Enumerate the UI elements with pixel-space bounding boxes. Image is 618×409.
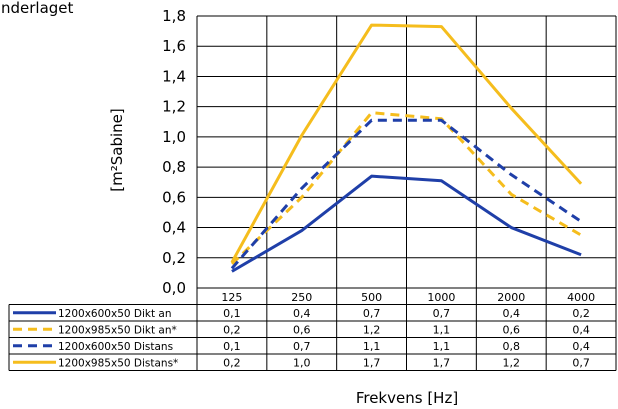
x-category-label: 500 xyxy=(361,291,382,304)
table-cell: 0,4 xyxy=(572,323,590,336)
x-category-label: 2000 xyxy=(497,291,525,304)
table-cell: 0,7 xyxy=(433,307,451,320)
table-cell: 0,4 xyxy=(293,307,311,320)
y-tick-label: 1,2 xyxy=(162,98,186,116)
table-cell: 0,7 xyxy=(572,356,590,369)
legend-label: 1200x985x50 Dikt an* xyxy=(58,324,177,336)
table-cell: 1,2 xyxy=(503,356,521,369)
y-tick-label: 1,4 xyxy=(162,67,186,85)
series-line-4 xyxy=(230,23,583,264)
y-tick-label: 0,2 xyxy=(162,249,186,267)
y-tick-label: 0,0 xyxy=(162,279,186,297)
table-cell: 0,2 xyxy=(572,307,590,320)
table-cell: 0,7 xyxy=(293,340,311,353)
y-axis-label: [m²Sabine] xyxy=(108,108,126,191)
y-tick-label: 1,8 xyxy=(162,7,186,25)
x-category-label: 4000 xyxy=(567,291,595,304)
table-cell: 1,1 xyxy=(433,340,451,353)
table-cell: 0,8 xyxy=(503,340,521,353)
legend-label: 1200x600x50 Dikt an xyxy=(58,308,172,320)
series-line-2 xyxy=(230,111,582,265)
table-cell: 0,6 xyxy=(293,323,311,336)
series-line-3 xyxy=(230,118,582,270)
x-category-label: 250 xyxy=(291,291,312,304)
series-lines xyxy=(230,23,583,273)
table-cell: 0,4 xyxy=(572,340,590,353)
plot-grid xyxy=(196,15,617,289)
table-cell: 0,1 xyxy=(223,340,241,353)
table-cell: 0,6 xyxy=(503,323,521,336)
legend-label: 1200x985x50 Distans* xyxy=(58,357,178,369)
table-cell: 0,2 xyxy=(223,323,241,336)
y-tick-label: 1,0 xyxy=(162,128,186,146)
x-axis-label: Frekvens [Hz] xyxy=(356,389,458,407)
legend-label: 1200x600x50 Distans xyxy=(58,341,173,353)
table-cell: 1,0 xyxy=(293,356,311,369)
table-cell: 1,2 xyxy=(363,323,381,336)
y-tick-label: 0,6 xyxy=(162,188,186,206)
y-tick-label: 0,8 xyxy=(162,158,186,176)
table-cell: 1,1 xyxy=(363,340,381,353)
table-cell: 1,7 xyxy=(363,356,381,369)
x-category-label: 1000 xyxy=(427,291,455,304)
y-tick-label: 1,6 xyxy=(162,37,186,55)
table-cell: 1,7 xyxy=(433,356,451,369)
y-axis-ticks: 0,0 0,2 0,4 0,6 0,8 1,0 1,2 1,4 1,6 1,8 xyxy=(162,7,186,297)
series-line-1 xyxy=(231,174,582,273)
table-cell: 0,1 xyxy=(223,307,241,320)
table-cell: 0,2 xyxy=(223,356,241,369)
chart-caption: an underlaget xyxy=(0,0,74,17)
table-cell: 1,1 xyxy=(433,323,451,336)
table-cell: 0,7 xyxy=(363,307,381,320)
table-cell: 0,4 xyxy=(503,307,521,320)
y-tick-label: 0,4 xyxy=(162,219,186,237)
data-table: 125 250 500 1000 2000 4000 1200x600x50 Dikt an… xyxy=(8,287,617,371)
x-category-label: 125 xyxy=(221,291,242,304)
